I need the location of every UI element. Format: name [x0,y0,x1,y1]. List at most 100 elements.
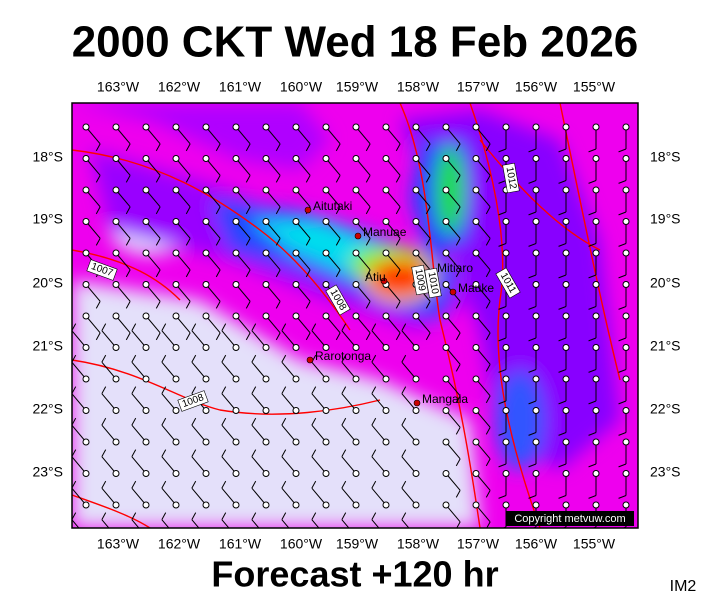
barb-flag [498,463,507,468]
barb-station [82,438,90,446]
barb-staff [205,189,221,208]
barb-flag [125,238,131,246]
barb-station [352,470,360,477]
place-dot [304,206,312,214]
barb-flag [191,354,197,363]
barb-staff [175,189,191,208]
barb-station [202,155,210,162]
barb-staff [191,487,207,506]
barb-staff [161,330,177,348]
barb-flag [528,211,537,216]
barb-flag [528,306,537,310]
barb-flag [131,512,137,520]
barb-staff [355,158,371,176]
barb-station [202,123,210,131]
barb-flag [395,269,401,278]
lon-label: 159°W [336,79,379,95]
isobar [479,139,601,251]
barb-staff [385,284,401,302]
barb-staff [235,189,251,208]
barb-staff [281,424,297,443]
barb-station [442,155,450,162]
barb-flag [371,354,377,363]
lat-label: 19°S [32,211,63,227]
barb-station [202,281,210,288]
barb-flag [215,238,221,246]
barb-station [412,155,420,162]
barb-staff [311,487,327,506]
barb-station [232,438,240,446]
barb-staff [475,473,491,491]
isobar-label-box [411,264,429,296]
barb-staff [475,315,491,334]
barb-staff [85,158,101,176]
isobar-label-text: 1009 [413,268,428,292]
barb-station [592,344,600,351]
barb-flag [245,206,251,215]
barb-flag [101,354,107,363]
barb-staff [175,158,191,176]
barb-staff [235,126,251,145]
barb-flag [281,417,287,426]
barb-station [592,186,600,194]
isobar-label: 1012 [502,162,520,194]
barb-flag [275,175,281,183]
barb-station [202,470,210,477]
barb-station [142,155,150,162]
barb-flag [455,427,461,435]
barb-flag [341,323,347,331]
barb-station [382,407,390,414]
barb-station [262,249,270,257]
barb-flag [425,143,431,152]
barb-station [263,534,269,540]
barb-flag [125,332,131,341]
barb-staff [295,284,311,302]
barb-flag [191,480,197,489]
isobar-label-box [177,390,209,412]
barb-flag [365,143,371,152]
barb-flag [455,364,461,372]
lon-label: 162°W [158,536,201,552]
barb-staff [175,221,191,239]
barb-station [323,534,329,540]
barb-flag [455,143,461,152]
barb-station [322,344,330,351]
wind-barbs [72,123,630,540]
barb-flag [281,449,287,457]
barb-station [203,534,209,540]
barb-staff [341,456,357,474]
barb-staff [85,315,101,334]
rain-light [72,103,330,170]
barb-staff [401,519,410,528]
barb-flag [131,354,137,363]
barb-station [292,501,300,509]
barb-staff [475,252,491,271]
barb-flag [221,386,227,394]
barb-station [532,186,540,194]
barb-flag [588,432,597,436]
barb-station [202,249,210,257]
barb-flag [365,332,371,341]
lon-label: 163°W [97,536,140,552]
barb-flag [221,449,227,457]
place-label: Atiu [365,270,386,284]
barb-station [202,375,210,383]
barb-station [622,281,630,288]
barb-flag [95,143,101,152]
barb-staff [295,189,311,208]
barb-station [472,470,480,477]
barb-station [412,375,420,383]
barb-staff [161,519,170,528]
lon-label: 155°W [573,536,616,552]
barb-staff [415,315,431,334]
barb-staff [475,126,491,145]
lon-label: 161°W [219,79,262,95]
barb-staff [101,393,117,411]
isobar-label: 1010 [424,267,442,299]
barb-flag [618,148,627,153]
barb-flag [131,417,137,426]
lon-label: 160°W [280,536,323,552]
barb-staff [72,361,87,380]
isobar [399,103,481,528]
barb-station [232,312,240,320]
